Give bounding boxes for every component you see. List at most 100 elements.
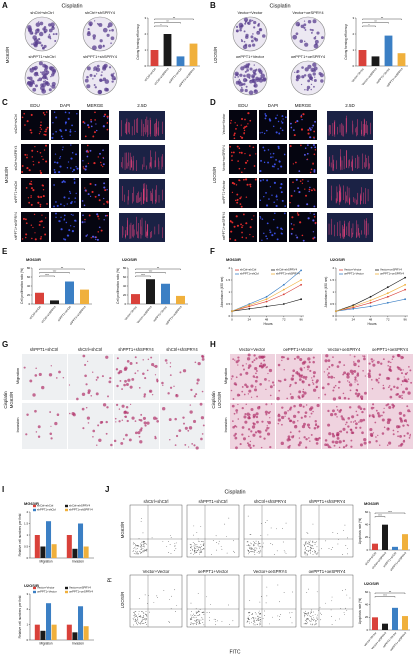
cell [359, 443, 363, 447]
event [199, 553, 200, 555]
event [279, 616, 281, 617]
cell [116, 357, 119, 360]
legend-swatch [65, 504, 68, 508]
nucleus [230, 230, 233, 233]
event [260, 621, 261, 623]
nucleus [96, 238, 99, 241]
event [308, 615, 310, 617]
colony [234, 71, 239, 77]
nucleus [312, 231, 315, 233]
event [305, 621, 307, 622]
event [140, 623, 142, 625]
event [304, 622, 306, 624]
event [252, 617, 253, 618]
data-point [282, 303, 285, 305]
nucleus [267, 161, 270, 164]
event [191, 611, 192, 613]
nucleus [62, 146, 64, 148]
cell [90, 395, 93, 397]
cell [286, 438, 290, 442]
event [142, 541, 144, 543]
cell [316, 403, 320, 408]
event [332, 547, 334, 548]
event [305, 622, 307, 624]
cell [58, 370, 61, 374]
data-point [352, 305, 355, 308]
event [273, 554, 275, 555]
group-label: oePPT1+Vector [236, 54, 265, 59]
cell [268, 368, 273, 373]
event [197, 610, 199, 612]
colony [256, 30, 261, 35]
cell [139, 419, 143, 422]
nucleus [275, 194, 278, 196]
nucleus [73, 178, 76, 180]
cell [368, 415, 371, 418]
event [272, 616, 274, 618]
cell [271, 403, 273, 405]
event [153, 602, 155, 603]
event [135, 548, 137, 550]
event [134, 612, 135, 614]
nucleus [249, 185, 252, 188]
nucleus [68, 229, 71, 232]
event [138, 598, 140, 599]
cell [328, 366, 331, 368]
event [144, 548, 146, 550]
cell [253, 354, 256, 357]
event [194, 547, 195, 548]
cell [310, 433, 313, 436]
bar [34, 535, 40, 558]
cell [235, 376, 238, 379]
nucleus [37, 196, 40, 199]
nucleus [309, 186, 311, 189]
colony [306, 85, 311, 90]
cell [260, 355, 265, 359]
cell [332, 397, 337, 401]
colony [241, 83, 244, 86]
event [316, 554, 318, 555]
event [260, 549, 261, 551]
nucleus [236, 198, 239, 201]
nucleus [261, 218, 264, 220]
event [308, 550, 310, 551]
event [199, 622, 200, 624]
nucleus [274, 117, 277, 120]
nucleus [244, 168, 246, 170]
row-label: Migration [223, 368, 228, 384]
event [256, 552, 258, 554]
nucleus [30, 196, 32, 199]
colony [258, 27, 263, 32]
cell [190, 388, 193, 392]
event [194, 551, 195, 553]
transwell-image [68, 354, 113, 400]
cell [347, 425, 350, 428]
x-tick-label: 0 [231, 317, 233, 321]
nucleus [21, 171, 24, 174]
nucleus [281, 121, 284, 124]
cell [200, 437, 203, 441]
nucleus [231, 191, 234, 194]
event [307, 554, 308, 556]
cell [362, 370, 364, 372]
cell [349, 389, 352, 392]
cell [300, 416, 303, 419]
event [144, 594, 146, 596]
cell [110, 443, 113, 447]
event [193, 534, 194, 536]
event [190, 619, 191, 621]
cell [403, 419, 406, 422]
event [313, 548, 314, 549]
colony [111, 80, 114, 83]
event [218, 540, 220, 542]
cell [403, 378, 407, 382]
nucleus [241, 171, 243, 174]
colony [111, 74, 114, 77]
cell [314, 423, 318, 427]
cell [401, 397, 404, 400]
cell [343, 396, 347, 400]
event [215, 621, 217, 623]
group-label: shPPT1+shCtrl [30, 347, 58, 352]
nucleus [55, 116, 58, 119]
